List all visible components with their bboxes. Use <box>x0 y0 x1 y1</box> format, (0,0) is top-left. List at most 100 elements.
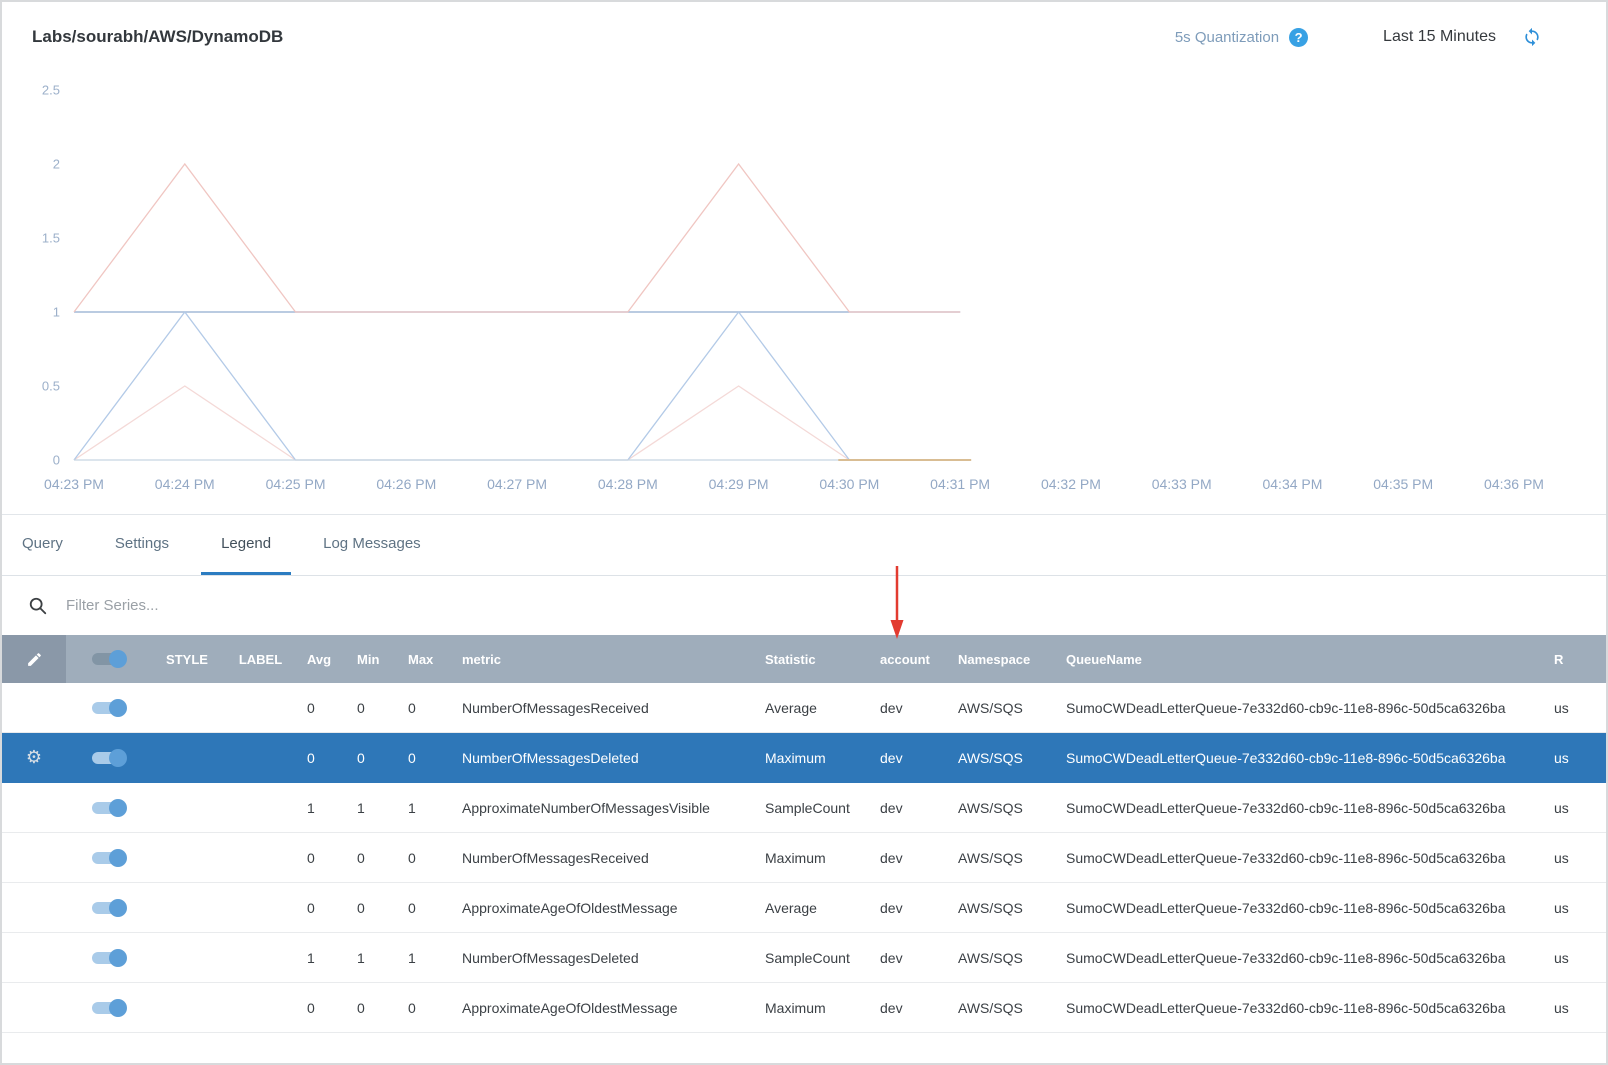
column-header-r: R <box>1554 651 1564 667</box>
cell-region: us <box>1554 949 1569 966</box>
cell-avg: 0 <box>307 849 315 866</box>
column-header-queuename: QueueName <box>1066 651 1142 667</box>
x-tick: 04:24 PM <box>154 476 215 492</box>
row-actions-cell <box>2 933 66 982</box>
series-visibility-toggle[interactable] <box>92 848 127 867</box>
tab-query[interactable]: Query <box>22 535 63 552</box>
toggle-knob <box>109 748 127 767</box>
toggle-cell <box>66 783 150 832</box>
row-actions-cell <box>2 983 66 1032</box>
row-actions-cell <box>2 883 66 932</box>
tab-legend[interactable]: Legend <box>201 515 292 575</box>
series-visibility-toggle[interactable] <box>92 698 127 717</box>
plot-area: 04:23 PM 04:24 PM 04:25 PM 04:26 PM 04:27 PM… <box>44 70 1592 498</box>
panel-header-controls: 5s Quantization ? Last 15 Minutes <box>1175 27 1542 47</box>
toggle-knob <box>109 698 127 717</box>
cell-queue_name: SumoCWDeadLetterQueue-7e332d60-cb9c-11e8… <box>1066 699 1506 716</box>
series-visibility-toggle[interactable] <box>92 948 127 967</box>
x-tick: 04:27 PM <box>487 476 548 492</box>
cell-min: 0 <box>357 749 365 766</box>
label-cell <box>224 733 297 782</box>
toggle-knob <box>109 848 127 867</box>
cell-max: 0 <box>408 749 416 766</box>
toggle-all-cell <box>66 635 150 683</box>
cell-min: 0 <box>357 849 365 866</box>
toggle-knob <box>109 998 127 1017</box>
style-cell <box>150 883 224 932</box>
filter-series-input[interactable] <box>66 597 496 614</box>
column-header-namespace: Namespace <box>958 651 1031 667</box>
y-tick: 1 <box>52 304 60 320</box>
tab-settings[interactable]: Settings <box>114 535 170 552</box>
cell-metric: ApproximateAgeOfOldestMessage <box>462 999 678 1016</box>
toggle-cell <box>66 733 150 782</box>
cell-account: dev <box>880 849 903 866</box>
cell-min: 0 <box>357 899 365 916</box>
cell-max: 0 <box>408 999 416 1016</box>
series-visibility-toggle[interactable] <box>92 898 127 917</box>
table-row[interactable]: 0 0 0 ApproximateAgeOfOldestMessage Average d… <box>2 883 1606 933</box>
x-tick: 04:33 PM <box>1151 476 1212 492</box>
cell-queue_name: SumoCWDeadLetterQueue-7e332d60-cb9c-11e8… <box>1066 749 1506 766</box>
table-header-row: STYLE LABEL Avg Min Max metric Statistic accoun… <box>2 635 1606 683</box>
row-actions-cell <box>2 783 66 832</box>
cell-metric: ApproximateAgeOfOldestMessage <box>462 899 678 916</box>
cell-min: 0 <box>357 699 365 716</box>
y-tick: 2 <box>52 156 60 172</box>
x-tick: 04:36 PM <box>1484 476 1544 492</box>
chart: 2.5 2 1.5 1 0.5 0 04:23 PM 04:24 PM 04:25 PM 04:… <box>18 70 1592 498</box>
cell-statistic: Average <box>765 899 817 916</box>
quantization-label[interactable]: 5s Quantization <box>1174 28 1280 46</box>
cell-metric: NumberOfMessagesDeleted <box>462 749 639 766</box>
column-header-max: Max <box>408 651 434 667</box>
gear-icon[interactable]: ⚙ <box>25 746 43 768</box>
y-tick: 0 <box>52 452 60 468</box>
row-actions-cell: ⚙ <box>2 733 66 782</box>
toggle-knob <box>109 898 127 917</box>
panel-header: Labs/sourabh/AWS/DynamoDB 5s Quantizatio… <box>18 24 1592 50</box>
chart-series-small-pink-triangles <box>73 385 961 461</box>
cell-account: dev <box>880 699 903 716</box>
style-cell <box>150 683 224 732</box>
column-header-metric: metric <box>462 651 502 667</box>
y-tick: 0.5 <box>41 378 60 394</box>
table-row[interactable]: 1 1 1 ApproximateNumberOfMessagesVisible Sam… <box>2 783 1606 833</box>
label-cell <box>224 783 297 832</box>
search-icon <box>28 596 48 616</box>
tab-log-messages[interactable]: Log Messages <box>323 535 421 552</box>
label-cell <box>224 683 297 732</box>
table-row[interactable]: 0 0 0 NumberOfMessagesReceived Average dev AWS… <box>2 683 1606 733</box>
toggle-cell <box>66 683 150 732</box>
label-cell <box>224 833 297 882</box>
cell-statistic: Average <box>765 699 817 716</box>
cell-namespace: AWS/SQS <box>958 999 1023 1016</box>
cell-queue_name: SumoCWDeadLetterQueue-7e332d60-cb9c-11e8… <box>1066 849 1506 866</box>
cell-avg: 1 <box>307 799 315 816</box>
cell-statistic: Maximum <box>765 999 826 1016</box>
edit-column-header[interactable] <box>2 635 66 683</box>
y-axis: 2.5 2 1.5 1 0.5 0 <box>18 70 62 468</box>
series-visibility-toggle[interactable] <box>92 998 127 1017</box>
x-tick: 04:30 PM <box>819 476 880 492</box>
column-header-style: STYLE <box>166 651 208 667</box>
series-visibility-toggle[interactable] <box>92 798 127 817</box>
toggle-all-series[interactable] <box>92 650 127 668</box>
cell-namespace: AWS/SQS <box>958 699 1023 716</box>
table-row[interactable]: 0 0 0 NumberOfMessagesReceived Maximum dev AWS… <box>2 833 1606 883</box>
table-row[interactable]: ⚙ 0 0 0 NumberOfMessagesDeleted Maximum dev AWS… <box>2 733 1606 783</box>
column-header-min: Min <box>357 651 380 667</box>
cell-region: us <box>1554 749 1569 766</box>
toggle-cell <box>66 933 150 982</box>
x-tick: 04:26 PM <box>376 476 437 492</box>
cell-avg: 0 <box>307 749 315 766</box>
help-icon[interactable]: ? <box>1289 27 1309 47</box>
series-visibility-toggle[interactable] <box>92 748 127 767</box>
time-range-selector[interactable]: Last 15 Minutes <box>1383 28 1496 45</box>
refresh-icon[interactable] <box>1522 27 1542 47</box>
table-row[interactable]: 0 0 0 ApproximateAgeOfOldestMessage Maximum d… <box>2 983 1606 1033</box>
cell-statistic: Maximum <box>765 849 826 866</box>
table-row[interactable]: 1 1 1 NumberOfMessagesDeleted SampleCount dev… <box>2 933 1606 983</box>
line-chart-plot <box>73 162 972 461</box>
cell-region: us <box>1554 699 1569 716</box>
cell-avg: 1 <box>307 949 315 966</box>
